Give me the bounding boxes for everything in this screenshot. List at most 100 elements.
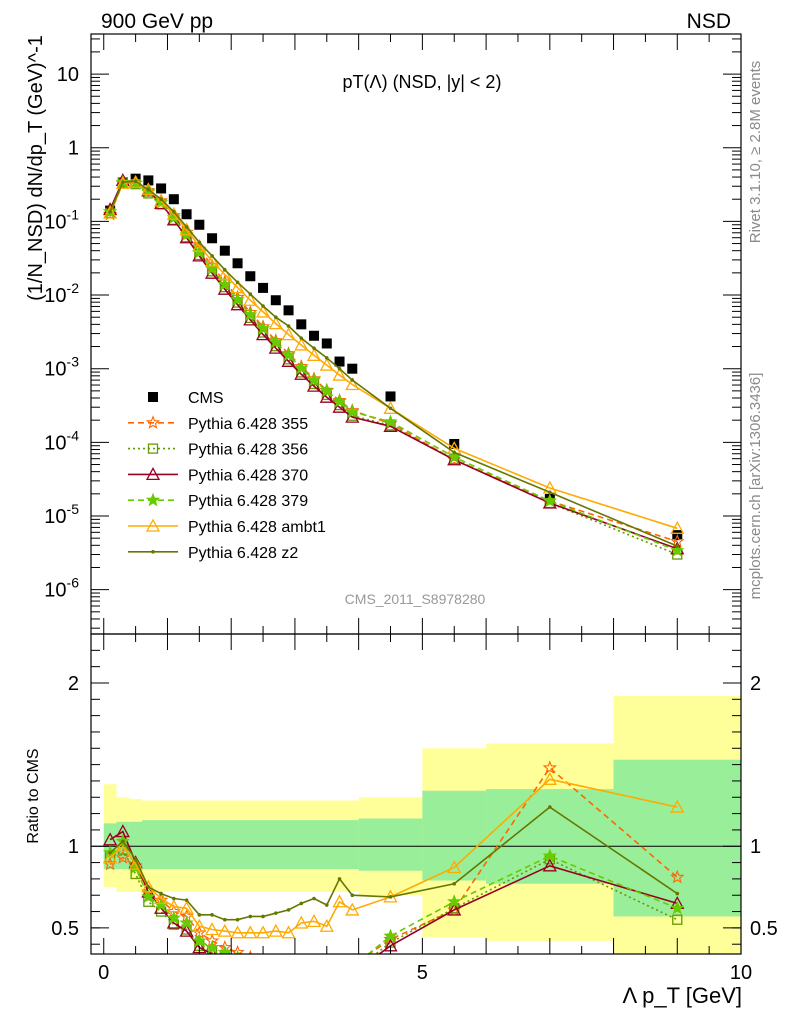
main-y-tick-label: 10-1	[44, 206, 79, 233]
main-point-5-5	[166, 206, 181, 220]
main-point-5-17	[319, 357, 334, 371]
ratio-inner-band-4	[358, 818, 423, 871]
ratio-series-4	[103, 771, 685, 939]
main-point-0-16	[309, 330, 320, 341]
ratio-point-3-22	[542, 848, 557, 863]
axes-frame: 10-6 10-5 10-4 10-3 10-2 10-1 1 10 0 5 10 0.5 0.5 1 1 2…	[44, 33, 778, 984]
main-point-0-9	[219, 245, 230, 256]
ratio-point-0-14	[283, 959, 295, 970]
main-point-6-9	[223, 268, 227, 272]
ratio-point-0-19	[347, 959, 358, 970]
main-point-6-7	[197, 240, 202, 245]
ratio-point-3-9	[217, 944, 232, 954]
ratio-point-5-7	[197, 913, 202, 917]
ratio-point-3-8	[204, 939, 220, 954]
main-point-6-20	[388, 406, 393, 411]
ratio-y-tick-label: 1	[68, 836, 79, 858]
main-point-6-3	[146, 187, 151, 192]
main-point-5-10	[230, 280, 245, 294]
ratio-point-4-11	[243, 925, 258, 939]
main-plot-title: pT(Λ) (NSD, |y| < 2)	[343, 72, 502, 92]
x-tick-label: 5	[417, 962, 428, 984]
main-point-6-6	[184, 225, 189, 229]
legend-marker-5	[145, 518, 161, 532]
x-tick-label: 10	[730, 962, 752, 984]
ratio-point-4-2	[128, 856, 143, 870]
ratio-y-tick-label-right: 1	[750, 836, 761, 858]
main-point-4-17	[319, 383, 334, 397]
ratio-point-1-18	[335, 963, 344, 972]
ratio-point-3-10	[235, 949, 240, 954]
ratio-inner-band-3	[141, 820, 359, 870]
ratio-point-2-9	[224, 953, 226, 954]
ratio-point-3-19	[347, 961, 358, 972]
main-point-3-13	[268, 340, 283, 354]
legend-entry-5: Pythia 6.428 ambt1	[128, 518, 326, 536]
main-point-6-19	[350, 378, 355, 382]
ratio-point-4-5	[166, 899, 181, 913]
ratio-point-0-17	[321, 966, 332, 977]
main-point-6-14	[286, 324, 291, 328]
ratio-point-4-18	[332, 894, 347, 908]
ratio-point-4-14	[281, 925, 296, 939]
legend: CMS Pythia 6.428 355 Pythia 6.428 356 Pythi…	[128, 390, 326, 562]
ratio-series-line-5	[109, 806, 678, 921]
header-right-label: NSD	[687, 10, 731, 33]
main-series-line-6	[109, 180, 678, 547]
legend-entry-4: Pythia 6.428 379	[128, 492, 308, 510]
ratio-point-3-11	[249, 952, 251, 954]
main-point-0-13	[270, 295, 281, 306]
ratio-point-2-10	[232, 959, 244, 970]
ratio-point-4-19	[345, 902, 360, 916]
ratio-point-1-23	[672, 914, 683, 925]
main-point-3-15	[294, 366, 309, 380]
main-point-0-21	[449, 438, 460, 449]
ratio-point-5-23	[675, 891, 680, 896]
ratio-y-tick-label-right: 0.5	[750, 918, 778, 940]
ratio-point-4-0	[103, 850, 118, 864]
ratio-point-2-15	[295, 969, 307, 980]
ratio-point-1-16	[310, 969, 319, 978]
main-point-6-10	[235, 280, 240, 285]
main-point-3-12	[255, 327, 271, 341]
main-point-0-15	[296, 319, 307, 330]
ratio-point-0-12	[262, 953, 264, 954]
mcplots-label: mcplots.cern.ch [arXiv:1306.3436]	[747, 373, 764, 600]
ratio-y-tick-label: 0.5	[51, 918, 79, 940]
main-point-4-11	[243, 307, 258, 321]
main-point-6-8	[210, 254, 214, 258]
x-tick-label: 0	[98, 962, 109, 984]
ratio-point-2-13	[270, 968, 282, 979]
ratio-point-4-10	[230, 925, 245, 939]
main-point-0-18	[334, 356, 345, 367]
legend-label-2: Pythia 6.428 356	[188, 442, 308, 459]
ratio-series-line-0	[109, 766, 678, 954]
legend-marker-1	[145, 415, 161, 429]
main-series-layer	[102, 173, 685, 560]
ratio-point-2-17	[321, 972, 333, 983]
ratio-point-1-11	[246, 961, 255, 970]
ratio-y-tick-label: 2	[68, 673, 79, 695]
ratio-point-1-13	[271, 966, 280, 975]
main-point-6-16	[312, 346, 316, 350]
ratio-point-1-12	[259, 964, 268, 973]
main-point-0-14	[283, 305, 294, 316]
main-point-5-20	[383, 400, 398, 414]
ratio-point-4-3	[141, 879, 156, 893]
ratio-point-4-9	[217, 923, 232, 937]
main-point-6-17	[324, 356, 329, 360]
ratio-point-5-10	[235, 917, 240, 922]
main-series-0	[105, 173, 683, 541]
watermark-label: CMS_2011_S8978280	[345, 591, 486, 607]
main-point-0-10	[232, 258, 243, 269]
ratio-point-5-14	[286, 908, 291, 912]
main-series-6	[108, 179, 680, 548]
ratio-point-3-15	[296, 961, 307, 972]
ratio-point-0-13	[270, 956, 281, 967]
ratio-point-5-21	[452, 881, 457, 886]
ratio-inner-band-2	[129, 821, 142, 870]
main-point-5-0	[103, 205, 118, 219]
main-point-5-18	[332, 367, 347, 381]
main-point-5-15	[294, 337, 309, 351]
main-point-4-16	[306, 372, 322, 387]
